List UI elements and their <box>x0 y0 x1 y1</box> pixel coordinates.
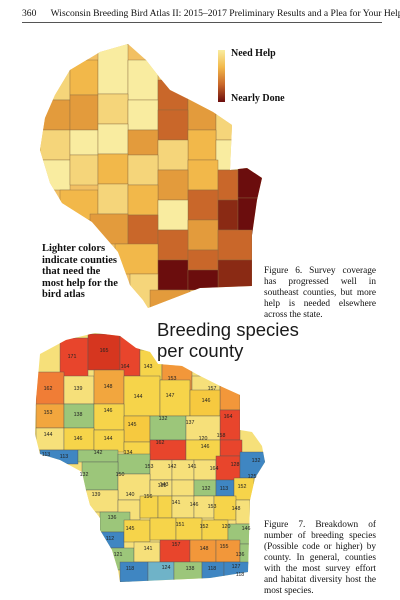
county-species-count: 153 <box>44 410 53 416</box>
county-species-count: 148 <box>200 546 209 552</box>
coverage-legend-bar <box>218 50 225 102</box>
county-species-count: 164 <box>210 466 219 472</box>
county-species-count: 153 <box>145 464 154 470</box>
county-species-count: 138 <box>186 566 195 572</box>
county-species-count: 120 <box>199 436 208 442</box>
county-species-count: 120 <box>222 524 231 530</box>
county-species-count: 152 <box>200 524 209 530</box>
running-header: 360 Wisconsin Breeding Bird Atlas II: 20… <box>22 8 400 23</box>
county-labels: 171 165 164 143 153 157 162 139 148 144 147 146 164 1… <box>42 348 261 578</box>
county-species-count: 141 <box>188 464 197 470</box>
county-species-count: 132 <box>80 472 89 478</box>
county-species-count: 157 <box>208 386 217 392</box>
county-species-count: 136 <box>236 552 245 558</box>
county-species-count: 127 <box>232 564 241 570</box>
figure7-title-line1: Breeding species <box>157 319 299 340</box>
county-species-count: 113 <box>220 486 228 492</box>
county-species-count: 132 <box>202 486 211 492</box>
page-number: 360 <box>22 8 37 19</box>
county-species-count: 118 <box>236 572 244 578</box>
county-species-count: 145 <box>126 526 135 532</box>
county-species-count: 139 <box>74 386 83 392</box>
county-species-count: 113 <box>60 454 68 460</box>
county-species-count: 132 <box>159 416 168 422</box>
species-map <box>35 333 265 582</box>
county-species-count: 162 <box>156 440 165 446</box>
county-species-count: 158 <box>217 433 226 439</box>
county-species-count: 146 <box>242 526 251 532</box>
county-species-count: 171 <box>68 354 77 360</box>
county-species-count: 124 <box>162 565 171 571</box>
county-species-count: 136 <box>108 515 117 521</box>
figure7-title-line2: per county <box>157 340 244 361</box>
county-species-count: 142 <box>94 450 103 456</box>
county-species-count: 141 <box>172 500 181 506</box>
county-species-count: 162 <box>44 386 53 392</box>
county-species-count: 146 <box>201 444 210 450</box>
county-species-count: 132 <box>252 458 261 464</box>
county-species-count: 144 <box>44 432 53 438</box>
county-species-count: 134 <box>124 450 133 456</box>
county-species-count: 165 <box>100 348 109 354</box>
figure7-title: Breeding species per county <box>157 319 299 361</box>
figure7-caption: Figure 7. Breakdown of number of breedin… <box>264 520 376 596</box>
figure6-caption: Figure 6. Survey coverage has progressed… <box>264 266 376 320</box>
county-species-count: 141 <box>144 546 153 552</box>
county-species-count: 156 <box>144 494 153 500</box>
county-species-count: 112 <box>106 536 114 542</box>
county-species-count: 113 <box>42 452 50 458</box>
county-species-count: 140 <box>126 492 135 498</box>
county-species-count: 118 <box>208 566 216 572</box>
county-species-count: 155 <box>220 544 229 550</box>
county-species-count: 144 <box>134 394 143 400</box>
legend-nearly-done: Nearly Done <box>231 93 285 104</box>
county-species-count: 142 <box>168 464 177 470</box>
county-species-count: 153 <box>208 504 217 510</box>
county-species-count: 147 <box>166 393 175 399</box>
county-species-count: 148 <box>232 506 241 512</box>
county-species-count: 143 <box>160 482 169 488</box>
county-species-count: 148 <box>104 384 113 390</box>
county-species-count: 146 <box>190 502 199 508</box>
county-species-count: 164 <box>224 414 233 420</box>
county-species-count: 145 <box>128 422 137 428</box>
county-species-count: 157 <box>172 542 181 548</box>
county-species-count: 125 <box>248 474 257 480</box>
county-species-count: 146 <box>74 436 83 442</box>
county-species-count: 138 <box>158 483 167 489</box>
county-species-count: 118 <box>126 566 134 572</box>
county-species-count: 150 <box>116 472 125 478</box>
county-species-count: 121 <box>114 552 123 558</box>
county-species-count: 152 <box>238 484 247 490</box>
county-species-count: 128 <box>231 462 240 468</box>
county-species-count: 146 <box>104 408 113 414</box>
county-species-count: 151 <box>176 522 185 528</box>
county-species-count: 164 <box>121 364 130 370</box>
county-species-count: 137 <box>186 420 195 426</box>
running-title: Wisconsin Breeding Bird Atlas II: 2015–2… <box>50 8 400 19</box>
county-species-count: 153 <box>168 376 177 382</box>
legend-need-help: Need Help <box>231 48 276 59</box>
county-species-count: 138 <box>74 412 83 418</box>
county-species-count: 139 <box>92 492 101 498</box>
county-species-count: 146 <box>202 398 211 404</box>
county-species-count: 144 <box>104 436 113 442</box>
county-species-count: 143 <box>144 364 153 370</box>
map-side-note: Lighter colors indicate counties that ne… <box>42 243 118 300</box>
